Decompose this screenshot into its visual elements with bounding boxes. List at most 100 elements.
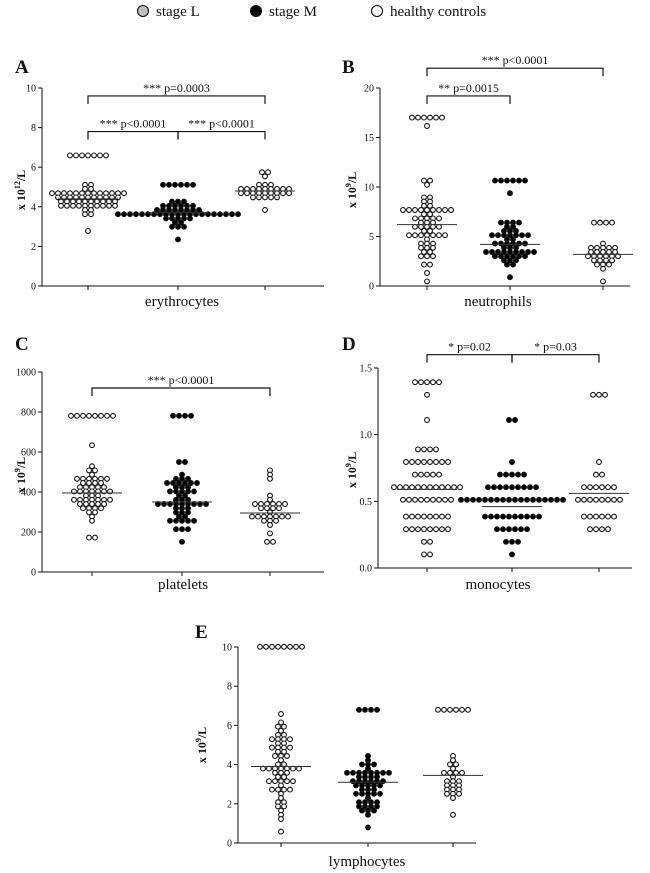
point-D-g0 [412, 471, 418, 478]
point-E-g0 [287, 786, 293, 793]
y-axis-label-base-C: x 10 [14, 472, 28, 493]
point-D-g1 [515, 484, 521, 491]
point-D-g1 [464, 496, 470, 503]
point-D-g1 [524, 526, 530, 533]
point-D-g1 [530, 513, 536, 520]
point-B-g0 [421, 228, 427, 234]
point-E-g0 [269, 786, 275, 793]
y-tick-label-E-0: 0 [227, 839, 232, 850]
point-A-g1 [184, 181, 190, 188]
point-E-g1 [359, 790, 365, 797]
point-C-g0 [80, 480, 86, 486]
point-B-g1 [483, 249, 489, 255]
point-B-g1 [513, 232, 519, 239]
point-A-g0 [85, 228, 91, 234]
point-C-g1 [179, 509, 185, 516]
y-tick-label-E-5: 10 [222, 643, 232, 654]
point-B-g2 [600, 265, 606, 272]
y-axis-label-exp-E: 9 [194, 738, 203, 742]
y-axis-label-unit-D: /L [345, 452, 359, 464]
point-C-g0 [92, 480, 98, 486]
y-tick-label-D-1: 0.5 [360, 497, 373, 508]
point-E-g0 [278, 719, 284, 726]
panel-A: A 0 2 4 6 8 10 erythrocytes x 1012/L *** p=0.0003… [13, 57, 324, 310]
point-A-g1 [181, 215, 187, 222]
point-A-g2 [262, 173, 268, 180]
point-D-g1 [497, 484, 503, 491]
point-D-g1 [512, 496, 518, 503]
y-tick-label-B-1: 5 [369, 232, 374, 243]
point-B-g0 [421, 202, 427, 209]
point-C-g0 [89, 442, 95, 449]
y-axis-label-exp-A: 12 [13, 181, 22, 189]
panel-letter-E: E [195, 622, 208, 643]
point-E-g1 [344, 769, 350, 776]
point-B-g0 [436, 223, 442, 230]
point-C-g1 [182, 459, 188, 465]
point-B-g1 [501, 249, 507, 255]
y-axis-label-base-A: x 10 [14, 189, 28, 210]
point-B-g0 [427, 177, 433, 184]
y-tick-label-C-2: 400 [21, 488, 36, 499]
point-B-g1 [501, 257, 507, 264]
point-E-g1 [356, 706, 362, 713]
legend-label-1: stage M [269, 4, 317, 20]
point-E-g2 [450, 811, 456, 818]
panel-D: D 0.0 0.5 1.0 1.5 monocytes x 109/L * p=0.02 * p… [342, 334, 632, 593]
y-tick-label-B-3: 15 [364, 133, 374, 144]
point-D-g0 [415, 459, 421, 465]
point-B-g2 [603, 257, 609, 264]
point-D-g0 [430, 379, 436, 386]
point-A-g0 [88, 186, 94, 192]
point-D-g0 [415, 446, 421, 453]
point-C-g1 [176, 412, 182, 419]
point-E-g0 [275, 786, 281, 793]
point-B-g2 [600, 278, 606, 285]
point-E-g1 [365, 765, 371, 772]
y-tick-label-A-3: 6 [31, 163, 36, 174]
point-B-g0 [427, 114, 433, 121]
panel-E: E 0 2 4 6 8 10 lymphocytes x 109/L [194, 622, 483, 870]
point-A-g0 [106, 202, 112, 209]
point-E-g0 [281, 748, 287, 755]
point-D-g0 [421, 538, 427, 545]
point-E-g1 [353, 782, 359, 789]
point-B-g0 [412, 207, 418, 213]
point-E-g0 [275, 748, 281, 755]
point-D-g2 [593, 471, 599, 478]
point-A-g1 [235, 211, 241, 218]
point-B-g0 [442, 207, 448, 213]
point-D-g0 [433, 513, 439, 520]
point-E-g0 [272, 778, 278, 785]
point-D-g1 [485, 484, 491, 491]
point-D-g1 [506, 417, 512, 423]
point-D-g0 [418, 471, 424, 478]
point-D-g1 [524, 496, 530, 503]
point-D-g1 [500, 513, 506, 520]
point-E-g0 [275, 774, 281, 780]
point-B-g0 [436, 215, 442, 222]
point-D-g2 [581, 496, 587, 503]
point-C-g1 [173, 488, 179, 495]
panel-letter-C: C [15, 334, 29, 355]
significance-bracket-D-0 [426, 354, 513, 363]
point-D-g1 [506, 496, 512, 503]
significance-label-D-0: * p=0.02 [448, 340, 491, 354]
point-D-g1 [509, 459, 515, 465]
point-D-g0 [400, 496, 406, 503]
point-B-g2 [606, 261, 612, 268]
point-C-g0 [104, 412, 110, 419]
point-E-g1 [380, 769, 386, 776]
point-D-g2 [599, 526, 605, 533]
point-C-g0 [92, 534, 98, 541]
point-B-g0 [430, 232, 436, 239]
point-E-g2 [444, 790, 450, 797]
point-D-g2 [593, 496, 599, 503]
point-B-g0 [424, 207, 430, 213]
point-D-g1 [482, 496, 488, 503]
point-B-g1 [507, 257, 513, 264]
panel-letter-A: A [15, 57, 29, 78]
point-C-g1 [185, 526, 191, 533]
point-B-g1 [504, 223, 510, 230]
point-E-g1 [377, 790, 383, 797]
